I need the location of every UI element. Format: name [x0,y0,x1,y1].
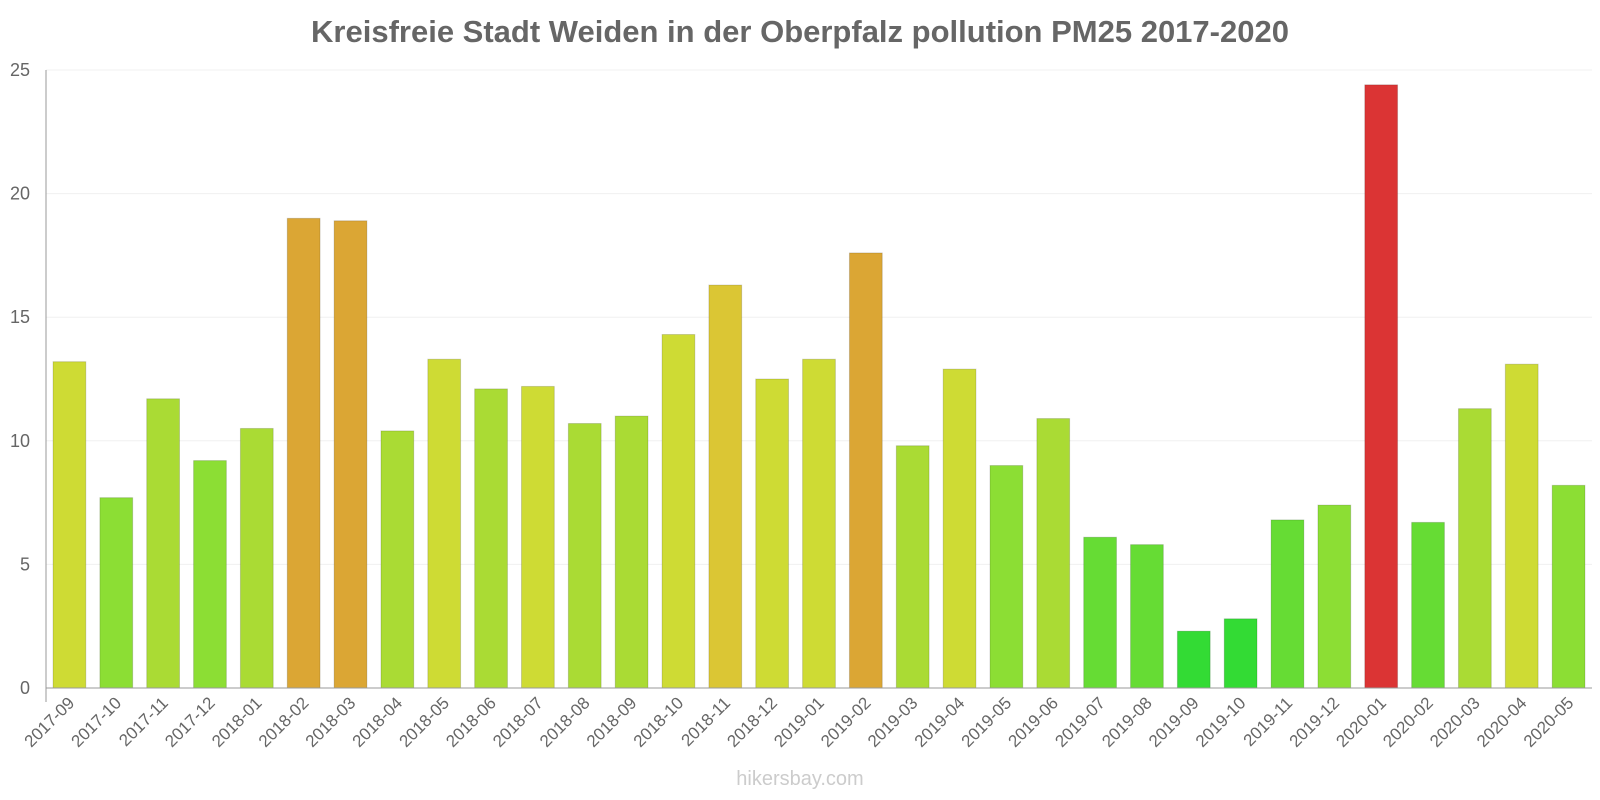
bar-2019-12 [1317,504,1352,689]
x-tick-label: 2019-11 [1240,693,1297,750]
bar-2018-02 [286,217,321,689]
bar-2019-03 [895,445,930,689]
x-tick-label: 2019-09 [1145,693,1203,751]
bar-2019-11 [1270,519,1305,689]
x-tick-label: 2018-01 [208,693,266,751]
y-tick-label: 5 [20,554,30,574]
bars [52,84,1586,689]
x-tick-label: 2017-09 [21,693,79,751]
y-tick-label: 0 [20,678,30,698]
bar-2019-10 [1223,618,1258,689]
bar-2019-05 [989,465,1024,689]
bar-2020-01 [1364,84,1399,689]
bar-2018-01 [239,427,274,689]
y-tick-label: 15 [10,307,30,327]
x-tick-label: 2019-08 [1098,693,1156,751]
bar-2017-12 [193,460,227,689]
bar-2018-11 [708,284,743,689]
x-tick-label: 2020-01 [1332,693,1390,751]
x-tick-label: 2018-12 [723,693,781,751]
x-tick-label: 2018-04 [349,693,407,751]
x-tick-label: 2020-04 [1473,693,1531,751]
bar-2018-03 [333,220,368,689]
bar-2019-01 [802,358,836,689]
bar-2020-03 [1457,408,1492,689]
x-tick-label: 2019-12 [1286,693,1344,751]
bar-2019-06 [1036,418,1071,689]
bar-2018-12 [755,378,790,689]
bar-2019-07 [1083,536,1117,689]
bar-2018-09 [614,415,649,689]
x-tick-label: 2018-07 [489,693,547,751]
x-tick-label: 2019-05 [958,693,1016,751]
x-tick-label: 2019-07 [1051,693,1109,751]
bar-2018-07 [521,385,555,689]
y-tick-label: 25 [10,60,30,80]
x-tick-label: 2018-02 [255,693,313,751]
bar-2018-06 [474,388,508,689]
bar-2019-09 [1176,630,1211,689]
x-tick-label: 2019-10 [1192,693,1250,751]
bar-2019-04 [942,368,977,689]
bar-2020-05 [1551,484,1586,689]
x-tick-label: 2018-03 [302,693,360,751]
x-tick-label: 2018-10 [630,693,688,751]
x-tick-label: 2020-05 [1520,693,1578,751]
x-tick-label: 2018-06 [442,693,500,751]
bar-2017-10 [99,497,134,689]
bar-2018-08 [567,423,602,689]
x-tick-label: 2018-08 [536,693,594,751]
y-tick-label: 10 [10,431,30,451]
bar-2019-02 [848,252,883,689]
bar-2018-05 [427,358,462,689]
chart-title: Kreisfreie Stadt Weiden in der Oberpfalz… [311,14,1289,49]
x-tick-label: 2020-03 [1426,693,1484,751]
x-tick-label: 2019-03 [864,693,922,751]
x-tick-label: 2017-12 [161,693,219,751]
x-tick-label: 2018-11 [677,693,734,750]
y-tick-label: 20 [10,184,30,204]
x-tick-label: 2019-06 [1005,693,1063,751]
x-tick-label: 2018-09 [583,693,641,751]
x-tick-label: 2019-04 [911,693,969,751]
watermark: hikersbay.com [736,768,864,790]
x-tick-label: 2019-01 [770,693,828,751]
x-tick-label: 2018-05 [395,693,453,751]
x-tick-label: 2019-02 [817,693,875,751]
bar-2018-04 [380,430,415,689]
axes [45,70,1592,702]
bar-2020-04 [1504,363,1539,689]
bar-2019-08 [1130,544,1164,689]
x-tick-label: 2017-10 [68,693,126,751]
x-tick-label: 2020-02 [1379,693,1437,751]
x-tick-label: 2017-11 [115,693,172,750]
bar-2017-11 [146,398,181,689]
bar-2018-10 [661,334,696,689]
bar-2020-02 [1411,521,1445,689]
bar-2017-09 [52,361,87,689]
